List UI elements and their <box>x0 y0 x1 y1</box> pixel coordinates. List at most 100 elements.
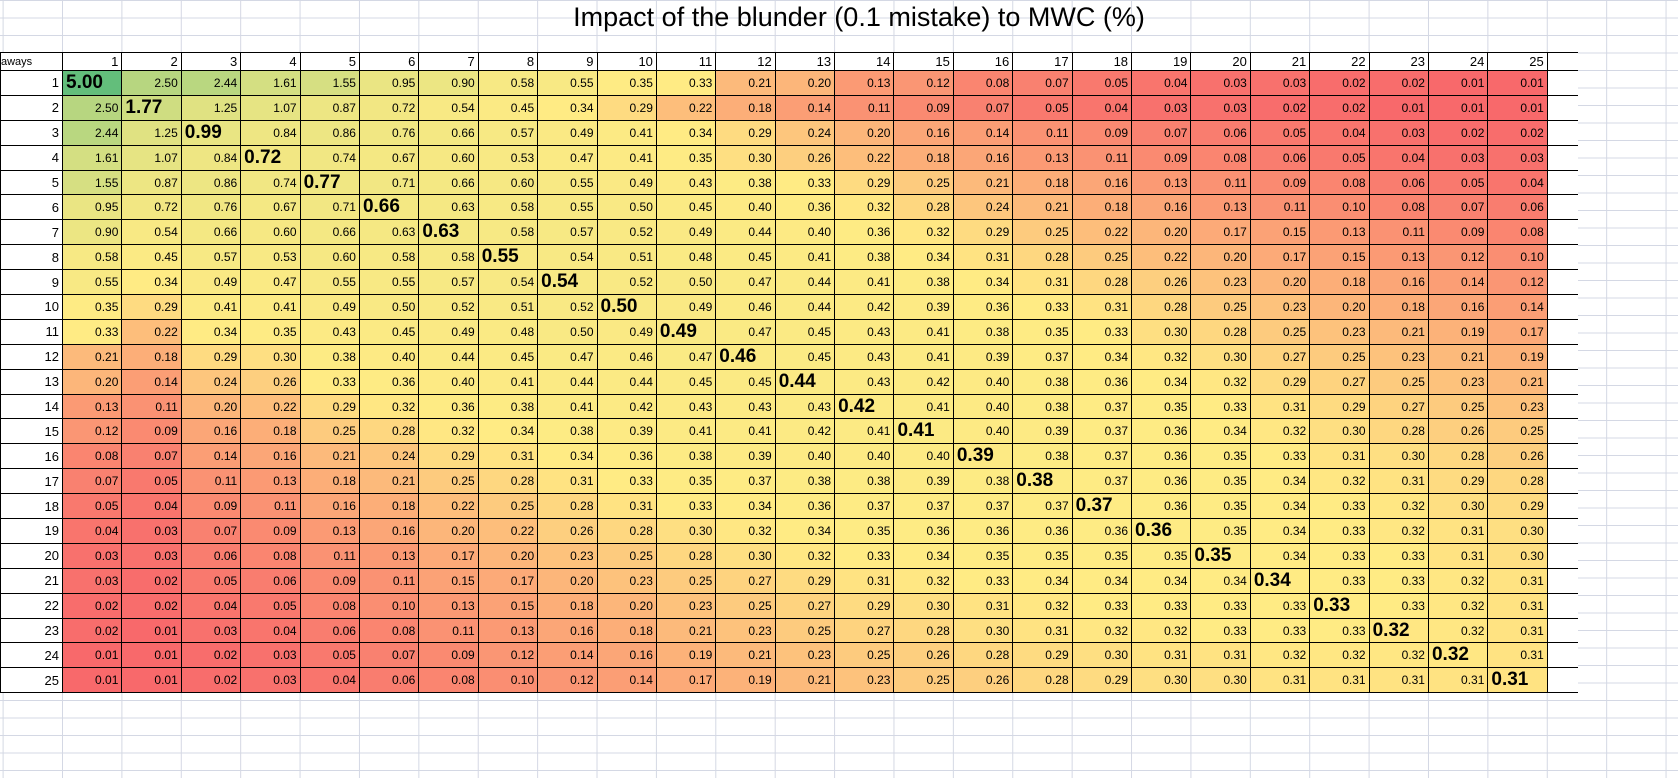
diagonal-cell[interactable]: 0.77 <box>299 169 360 196</box>
table-cell[interactable]: 0.28 <box>596 518 657 544</box>
table-cell[interactable]: 0.45 <box>655 368 717 395</box>
table-cell[interactable]: 0.34 <box>537 443 598 470</box>
row-header[interactable]: 17 <box>0 468 63 495</box>
table-cell[interactable]: 0.33 <box>1071 318 1133 345</box>
column-header[interactable]: 18 <box>1071 52 1133 71</box>
table-cell[interactable]: 0.58 <box>61 244 123 271</box>
empty-cell[interactable] <box>1546 567 1579 594</box>
table-cell[interactable]: 0.27 <box>715 567 776 594</box>
row-header[interactable]: 16 <box>0 443 63 470</box>
table-cell[interactable]: 0.17 <box>1487 318 1548 345</box>
table-cell[interactable]: 0.14 <box>774 94 836 121</box>
table-cell[interactable]: 0.08 <box>1487 219 1548 246</box>
table-cell[interactable]: 0.60 <box>418 144 479 171</box>
table-cell[interactable]: 0.16 <box>596 642 657 669</box>
table-cell[interactable]: 0.20 <box>1309 294 1370 320</box>
table-cell[interactable]: 0.37 <box>1071 418 1133 445</box>
table-cell[interactable]: 0.16 <box>240 443 301 470</box>
table-cell[interactable]: 0.23 <box>655 592 717 619</box>
table-cell[interactable]: 0.22 <box>121 318 182 345</box>
table-cell[interactable]: 0.66 <box>418 119 479 146</box>
table-cell[interactable]: 0.35 <box>240 318 301 345</box>
table-cell[interactable]: 0.02 <box>1249 94 1311 121</box>
table-cell[interactable]: 0.44 <box>774 269 836 296</box>
table-cell[interactable]: 0.20 <box>1190 244 1251 271</box>
table-cell[interactable]: 0.34 <box>1249 468 1311 495</box>
table-cell[interactable]: 0.34 <box>1012 567 1073 594</box>
table-cell[interactable]: 0.23 <box>1368 343 1429 370</box>
table-cell[interactable]: 0.42 <box>774 418 836 445</box>
table-cell[interactable]: 0.39 <box>1012 418 1073 445</box>
table-cell[interactable]: 0.42 <box>834 294 895 320</box>
table-cell[interactable]: 0.20 <box>477 542 539 569</box>
table-cell[interactable]: 0.10 <box>477 667 539 694</box>
table-cell[interactable]: 0.38 <box>715 169 776 196</box>
table-cell[interactable]: 2.50 <box>61 94 123 121</box>
table-cell[interactable]: 0.32 <box>834 194 895 221</box>
table-cell[interactable]: 0.50 <box>537 318 598 345</box>
table-cell[interactable]: 0.01 <box>121 667 182 694</box>
column-header[interactable]: 19 <box>1131 52 1192 71</box>
column-header[interactable]: 6 <box>358 52 420 71</box>
table-cell[interactable]: 0.25 <box>893 169 954 196</box>
table-cell[interactable]: 0.36 <box>952 518 1014 544</box>
table-cell[interactable]: 0.30 <box>1487 542 1548 569</box>
table-cell[interactable]: 0.30 <box>893 592 954 619</box>
table-cell[interactable]: 0.31 <box>1487 617 1548 644</box>
table-cell[interactable]: 0.60 <box>299 244 360 271</box>
table-cell[interactable]: 0.72 <box>358 94 420 121</box>
table-cell[interactable]: 0.02 <box>1309 94 1370 121</box>
table-cell[interactable]: 0.34 <box>1190 567 1251 594</box>
table-cell[interactable]: 0.21 <box>715 70 776 96</box>
empty-cell[interactable] <box>1546 667 1579 694</box>
table-cell[interactable]: 0.29 <box>834 592 895 619</box>
table-cell[interactable]: 0.05 <box>1012 94 1073 121</box>
table-cell[interactable]: 0.35 <box>1012 542 1073 569</box>
table-cell[interactable]: 0.04 <box>121 493 182 520</box>
table-cell[interactable]: 0.34 <box>1249 518 1311 544</box>
diagonal-cell[interactable]: 0.50 <box>596 294 657 320</box>
empty-cell[interactable] <box>1546 418 1579 445</box>
table-cell[interactable]: 0.43 <box>655 393 717 420</box>
table-cell[interactable]: 0.48 <box>477 318 539 345</box>
table-cell[interactable]: 0.30 <box>240 343 301 370</box>
table-cell[interactable]: 0.31 <box>1249 393 1311 420</box>
table-cell[interactable]: 0.32 <box>1131 343 1192 370</box>
column-header[interactable]: 12 <box>715 52 776 71</box>
table-cell[interactable]: 0.25 <box>477 493 539 520</box>
column-header[interactable]: 7 <box>418 52 479 71</box>
table-cell[interactable]: 0.38 <box>952 318 1014 345</box>
table-cell[interactable]: 0.28 <box>1071 269 1133 296</box>
table-cell[interactable]: 0.38 <box>952 468 1014 495</box>
table-cell[interactable]: 0.44 <box>596 368 657 395</box>
table-cell[interactable]: 0.45 <box>655 194 717 221</box>
table-cell[interactable]: 0.09 <box>418 642 479 669</box>
table-cell[interactable]: 0.18 <box>1368 294 1429 320</box>
table-cell[interactable]: 0.35 <box>1012 318 1073 345</box>
row-header[interactable]: 23 <box>0 617 63 644</box>
table-cell[interactable]: 0.07 <box>61 468 123 495</box>
diagonal-cell[interactable]: 0.63 <box>418 219 479 246</box>
table-cell[interactable]: 0.13 <box>477 617 539 644</box>
row-header[interactable]: 25 <box>0 667 63 694</box>
table-cell[interactable]: 0.36 <box>1131 468 1192 495</box>
empty-cell[interactable] <box>1546 592 1579 619</box>
table-cell[interactable]: 0.16 <box>952 144 1014 171</box>
empty-cell[interactable] <box>1546 70 1579 96</box>
table-cell[interactable]: 0.33 <box>1368 592 1429 619</box>
table-cell[interactable]: 0.49 <box>299 294 360 320</box>
table-cell[interactable]: 0.32 <box>358 393 420 420</box>
column-header[interactable]: 15 <box>893 52 954 71</box>
table-cell[interactable]: 0.86 <box>299 119 360 146</box>
table-cell[interactable]: 0.55 <box>537 194 598 221</box>
empty-cell[interactable] <box>1546 52 1579 71</box>
table-cell[interactable]: 0.28 <box>1190 318 1251 345</box>
column-header[interactable]: 4 <box>240 52 301 71</box>
table-cell[interactable]: 0.84 <box>180 144 242 171</box>
table-cell[interactable]: 0.26 <box>952 667 1014 694</box>
table-cell[interactable]: 0.28 <box>1487 468 1548 495</box>
table-cell[interactable]: 0.41 <box>655 418 717 445</box>
table-cell[interactable]: 0.33 <box>1309 617 1370 644</box>
table-cell[interactable]: 0.41 <box>893 343 954 370</box>
table-cell[interactable]: 0.09 <box>299 567 360 594</box>
